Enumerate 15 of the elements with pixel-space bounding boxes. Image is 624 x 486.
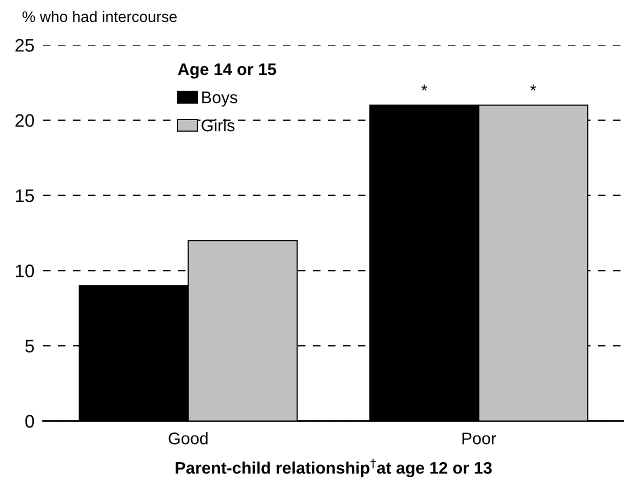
x-axis-title: Parent-child relationship$^{†}$at age 12 or 13 [176, 458, 492, 478]
legend-label: Boys [202, 92, 238, 107]
y-tick-label: 0 [25, 414, 34, 428]
y-tick-label: 5 [25, 340, 34, 353]
y-tick-label: 15 [16, 190, 34, 202]
legend-title: Age 14 or 15 [178, 64, 276, 79]
y-tick-label: 10 [16, 264, 34, 278]
x-tick-label: Good [168, 432, 208, 444]
y-tick-label: 25 [15, 38, 34, 52]
y-tick-label: 20 [15, 114, 34, 127]
y-axis-title: % who had intercourse [22, 10, 177, 22]
annotation: * [530, 84, 536, 91]
x-tick-label: Poor [462, 432, 496, 444]
legend-label: Girls [202, 119, 234, 132]
annotation: * [421, 84, 428, 91]
